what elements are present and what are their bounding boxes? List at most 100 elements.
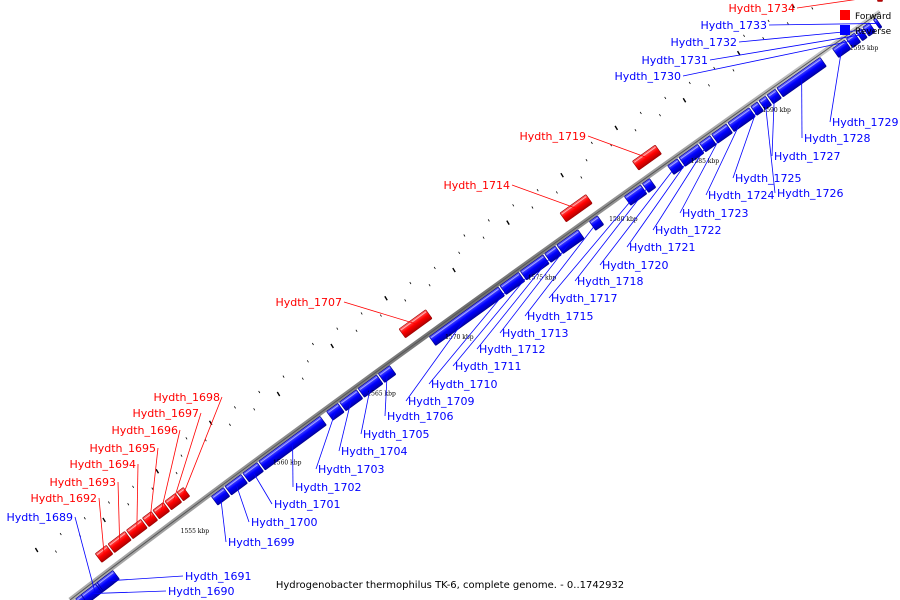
gene-label-hydth_1700[interactable]: Hydth_1700 — [251, 516, 318, 529]
dash-mark — [54, 550, 57, 553]
gene-label-hydth_1692[interactable]: Hydth_1692 — [30, 492, 97, 505]
leader-line — [732, 108, 758, 179]
dash-mark — [301, 377, 304, 380]
dash-mark — [127, 503, 130, 506]
legend: Forward Reverse — [840, 10, 892, 37]
dash-mark — [555, 191, 558, 194]
dash-mark — [786, 22, 789, 25]
tick-label: 1580 kbp — [609, 216, 638, 223]
gene-block-highlight — [857, 30, 862, 34]
gene-label-hydth_1694[interactable]: Hydth_1694 — [69, 458, 136, 471]
gene-block-highlight — [864, 24, 870, 29]
legend-label-reverse: Reverse — [855, 27, 892, 37]
leader-line — [682, 40, 854, 77]
gene-label-hydth_1699[interactable]: Hydth_1699 — [228, 536, 295, 549]
leader-line — [360, 386, 371, 435]
gene-label-hydth_1689[interactable]: Hydth_1689 — [6, 511, 73, 524]
gene-label-hydth_1720[interactable]: Hydth_1720 — [602, 259, 669, 272]
leader-line — [524, 222, 597, 317]
leader-line — [652, 143, 709, 231]
gene-label-hydth_1701[interactable]: Hydth_1701 — [274, 498, 341, 511]
dash-mark — [639, 111, 642, 115]
dash-mark — [258, 390, 261, 394]
gene-block-highlight — [669, 160, 678, 168]
gene-label-hydth_1697[interactable]: Hydth_1697 — [132, 407, 199, 420]
leader-line — [182, 396, 223, 495]
gene-block-highlight — [166, 495, 176, 503]
gene-label-hydth_1728[interactable]: Hydth_1728 — [804, 132, 871, 145]
leader-line — [220, 496, 227, 543]
gene-label-hydth_1730[interactable]: Hydth_1730 — [614, 70, 681, 83]
leader-line — [384, 374, 388, 417]
tick-label: 1560 kbp — [273, 460, 302, 467]
gene-label-hydth_1690[interactable]: Hydth_1690 — [168, 585, 235, 598]
leader-line — [235, 484, 250, 523]
leader-line — [499, 241, 571, 334]
gene-block-highlight — [729, 109, 750, 125]
gene-block-highlight — [834, 41, 846, 51]
gene-label-hydth_1732[interactable]: Hydth_1732 — [670, 36, 737, 49]
gene-label-hydth_1727[interactable]: Hydth_1727 — [774, 150, 841, 163]
gene-label-hydth_1725[interactable]: Hydth_1725 — [735, 172, 802, 185]
dash-mark — [512, 204, 515, 207]
gene-label-hydth_1724[interactable]: Hydth_1724 — [708, 189, 775, 202]
gene-label-hydth_1722[interactable]: Hydth_1722 — [655, 224, 722, 237]
dash-mark — [282, 375, 285, 378]
dash-mark — [659, 113, 661, 117]
gene-label-hydth_1721[interactable]: Hydth_1721 — [629, 241, 696, 254]
gene-label-hydth_1706[interactable]: Hydth_1706 — [387, 410, 454, 423]
gene-label-hydth_1717[interactable]: Hydth_1717 — [551, 292, 618, 305]
leader-line — [108, 575, 184, 582]
backbone-line — [69, 11, 881, 600]
dash-mark — [585, 158, 588, 162]
gene-label-hydth_1705[interactable]: Hydth_1705 — [363, 428, 430, 441]
gene-block-highlight — [625, 186, 642, 198]
gene-label-hydth_1718[interactable]: Hydth_1718 — [577, 275, 644, 288]
gene-label-hydth_1713[interactable]: Hydth_1713 — [502, 327, 569, 340]
gene-label-hydth_1691[interactable]: Hydth_1691 — [185, 570, 252, 583]
gene-label-hydth_1712[interactable]: Hydth_1712 — [479, 343, 546, 356]
dash-mark — [229, 423, 231, 426]
gene-label-hydth_1711[interactable]: Hydth_1711 — [455, 360, 522, 373]
leader-line — [476, 254, 554, 350]
dash-mark — [185, 437, 188, 440]
dash-mark — [743, 34, 746, 38]
gene-label-hydth_1704[interactable]: Hydth_1704 — [341, 445, 408, 458]
dash-mark — [634, 128, 637, 132]
gene-block-highlight — [713, 125, 727, 136]
leader-line — [252, 472, 273, 505]
tick-label: 1595 kbp — [850, 45, 879, 52]
gene-label-hydth_1710[interactable]: Hydth_1710 — [431, 378, 498, 391]
leader-line — [428, 283, 513, 385]
tick-label: 1565 kbp — [367, 390, 396, 397]
gene-hydth_1734[interactable] — [877, 0, 883, 2]
gene-label-hydth_1698[interactable]: Hydth_1698 — [153, 391, 220, 404]
gene-label-hydth_1696[interactable]: Hydth_1696 — [111, 424, 178, 437]
gene-label-hydth_1715[interactable]: Hydth_1715 — [527, 310, 594, 323]
gene-label-hydth_1693[interactable]: Hydth_1693 — [49, 476, 116, 489]
gene-block-highlight — [109, 533, 126, 546]
gene-block-highlight — [590, 217, 599, 223]
gene-label-hydth_1734[interactable]: Hydth_1734 — [728, 2, 795, 15]
gene-label-hydth_1707[interactable]: Hydth_1707 — [275, 296, 342, 309]
dash-mark — [487, 219, 490, 222]
leader-line — [771, 96, 775, 157]
gene-label-hydth_1714[interactable]: Hydth_1714 — [443, 179, 510, 192]
gene-label-hydth_1709[interactable]: Hydth_1709 — [408, 395, 475, 408]
gene-block-highlight — [328, 405, 339, 413]
gene-label-hydth_1729[interactable]: Hydth_1729 — [832, 116, 899, 129]
dash-mark — [762, 36, 765, 40]
gene-label-hydth_1702[interactable]: Hydth_1702 — [295, 481, 362, 494]
dash-mark — [83, 517, 86, 520]
gene-block[interactable] — [877, 0, 883, 2]
gene-label-hydth_1733[interactable]: Hydth_1733 — [700, 19, 767, 32]
dash-mark — [463, 234, 466, 237]
gene-label-hydth_1703[interactable]: Hydth_1703 — [318, 463, 385, 476]
gene-label-hydth_1695[interactable]: Hydth_1695 — [89, 442, 156, 455]
gene-block-highlight — [341, 391, 358, 404]
gene-label-hydth_1723[interactable]: Hydth_1723 — [682, 207, 749, 220]
leader-line — [91, 590, 167, 594]
gene-label-hydth_1731[interactable]: Hydth_1731 — [641, 54, 708, 67]
gene-label-hydth_1726[interactable]: Hydth_1726 — [777, 187, 844, 200]
gene-label-hydth_1719[interactable]: Hydth_1719 — [519, 130, 586, 143]
